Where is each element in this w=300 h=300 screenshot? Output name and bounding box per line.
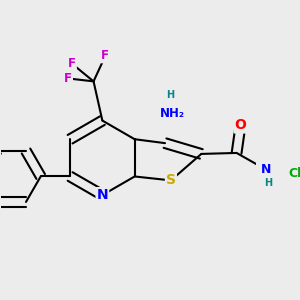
Text: NH₂: NH₂ xyxy=(160,107,185,120)
Text: N: N xyxy=(261,163,271,176)
Text: H: H xyxy=(166,90,174,100)
Text: F: F xyxy=(64,72,72,85)
Text: N: N xyxy=(97,188,108,202)
Text: F: F xyxy=(68,57,76,70)
Text: O: O xyxy=(235,118,247,133)
Text: H: H xyxy=(264,178,272,188)
Text: Cl: Cl xyxy=(289,167,300,180)
Text: F: F xyxy=(101,50,109,62)
Text: S: S xyxy=(166,173,176,188)
